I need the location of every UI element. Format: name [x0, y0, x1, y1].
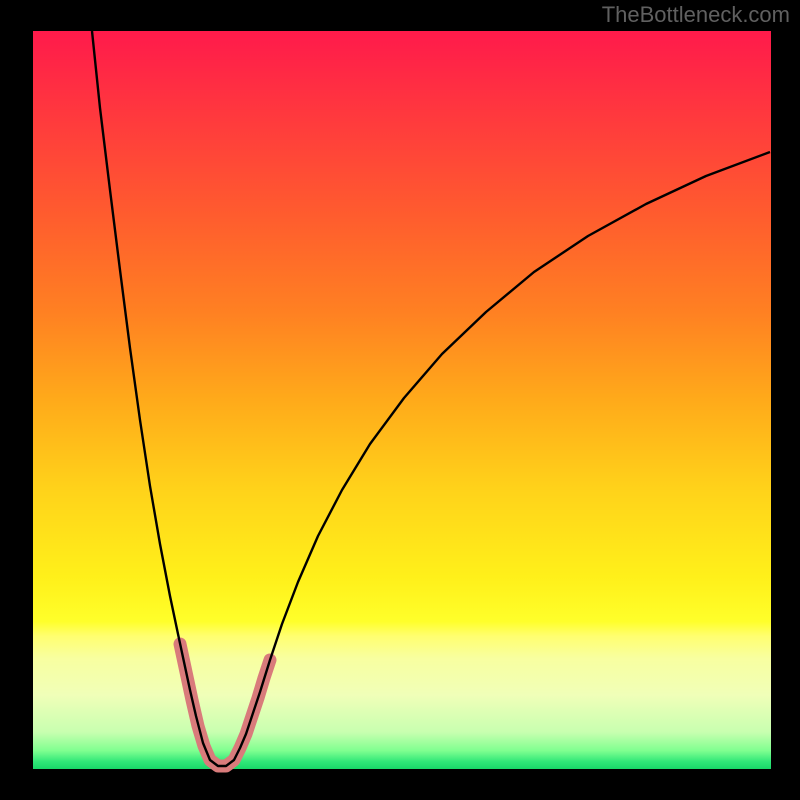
chart-stage: TheBottleneck.com	[0, 0, 800, 800]
watermark-text: TheBottleneck.com	[602, 2, 790, 28]
bottleneck-curve-chart	[0, 0, 800, 800]
